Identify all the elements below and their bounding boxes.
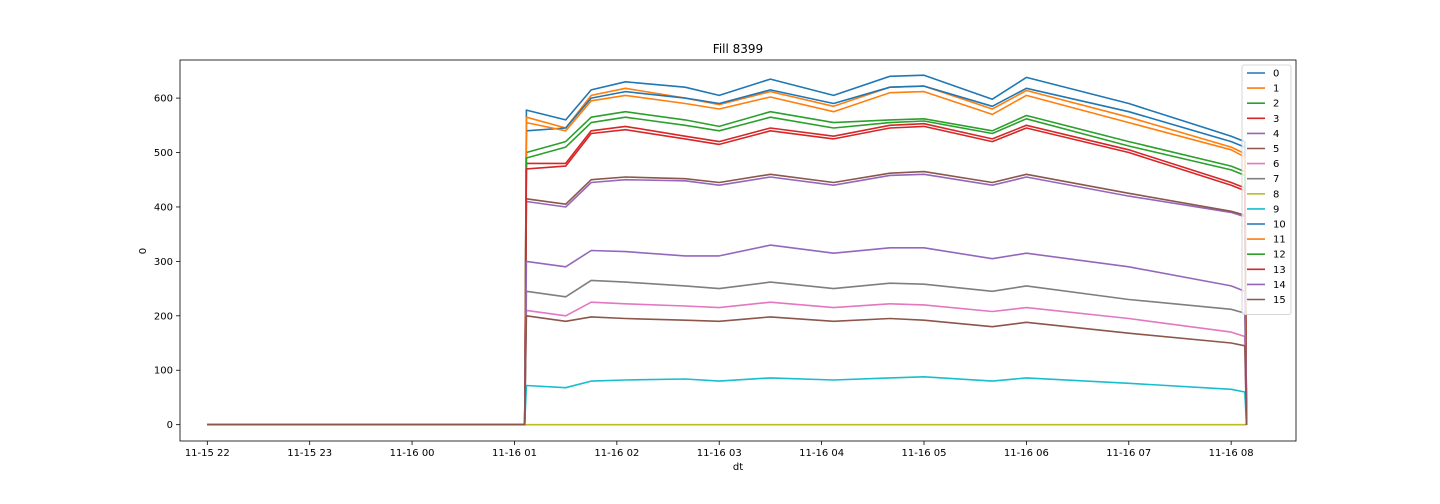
legend-label: 13 bbox=[1273, 265, 1286, 276]
series-12-line bbox=[207, 116, 1248, 426]
x-tick-label: 11-16 08 bbox=[1209, 448, 1254, 459]
series-11-line bbox=[207, 90, 1248, 426]
legend-label: 2 bbox=[1273, 99, 1279, 110]
legend-label: 12 bbox=[1273, 250, 1286, 261]
series-7-line bbox=[207, 279, 1248, 426]
x-tick-label: 11-16 00 bbox=[390, 448, 435, 459]
series-2-line bbox=[207, 110, 1248, 426]
chart-title: Fill 8399 bbox=[713, 42, 763, 56]
legend-label: 7 bbox=[1273, 174, 1279, 185]
legend-label: 1 bbox=[1273, 84, 1279, 95]
legend-label: 6 bbox=[1273, 159, 1279, 170]
x-axis-label: dt bbox=[733, 462, 743, 473]
x-tick-label: 11-16 05 bbox=[902, 448, 947, 459]
x-tick-label: 11-16 04 bbox=[799, 448, 844, 459]
y-tick-label: 400 bbox=[154, 202, 173, 213]
legend-label: 11 bbox=[1273, 235, 1286, 246]
x-tick-label: 11-15 23 bbox=[287, 448, 332, 459]
legend-label: 3 bbox=[1273, 114, 1279, 125]
y-axis: 0 100 200 300 400 500 600 bbox=[154, 94, 180, 431]
y-tick-label: 500 bbox=[154, 148, 173, 159]
legend-label: 9 bbox=[1273, 204, 1279, 215]
legend-label: 8 bbox=[1273, 189, 1279, 200]
series-0-line bbox=[207, 74, 1248, 426]
series-9-line bbox=[207, 375, 1248, 426]
y-tick-label: 100 bbox=[154, 366, 173, 377]
x-tick-label: 11-16 02 bbox=[594, 448, 639, 459]
series-10-line bbox=[207, 85, 1248, 426]
series-15-line bbox=[207, 314, 1248, 426]
y-tick-label: 300 bbox=[154, 257, 173, 268]
x-tick-label: 11-15 22 bbox=[185, 448, 230, 459]
legend-label: 5 bbox=[1273, 144, 1279, 155]
series-4-line bbox=[207, 173, 1248, 426]
y-tick-label: 0 bbox=[167, 420, 173, 431]
x-axis: 11-15 22 11-15 23 11-16 00 11-16 01 11-16 02… bbox=[185, 441, 1254, 459]
legend-label: 15 bbox=[1273, 295, 1286, 306]
x-tick-label: 11-16 03 bbox=[697, 448, 742, 459]
y-axis-label: 0 bbox=[138, 248, 149, 254]
legend-box bbox=[1241, 64, 1292, 316]
x-tick-label: 11-16 07 bbox=[1106, 448, 1151, 459]
series-14-line bbox=[207, 244, 1248, 426]
x-tick-label: 11-16 06 bbox=[1004, 448, 1049, 459]
y-tick-label: 600 bbox=[154, 94, 173, 105]
legend-label: 4 bbox=[1273, 129, 1279, 140]
series-layer bbox=[207, 74, 1248, 426]
series-6-line bbox=[207, 301, 1248, 426]
legend-label: 0 bbox=[1273, 69, 1279, 80]
series-5-line bbox=[207, 170, 1248, 426]
series-1-line bbox=[207, 85, 1248, 426]
legend-label: 14 bbox=[1273, 280, 1286, 291]
legend-label: 10 bbox=[1273, 220, 1286, 231]
series-3-line bbox=[207, 122, 1248, 426]
series-13-line bbox=[207, 125, 1248, 426]
y-tick-label: 200 bbox=[154, 311, 173, 322]
plot-area bbox=[179, 59, 1297, 442]
x-tick-label: 11-16 01 bbox=[492, 448, 537, 459]
